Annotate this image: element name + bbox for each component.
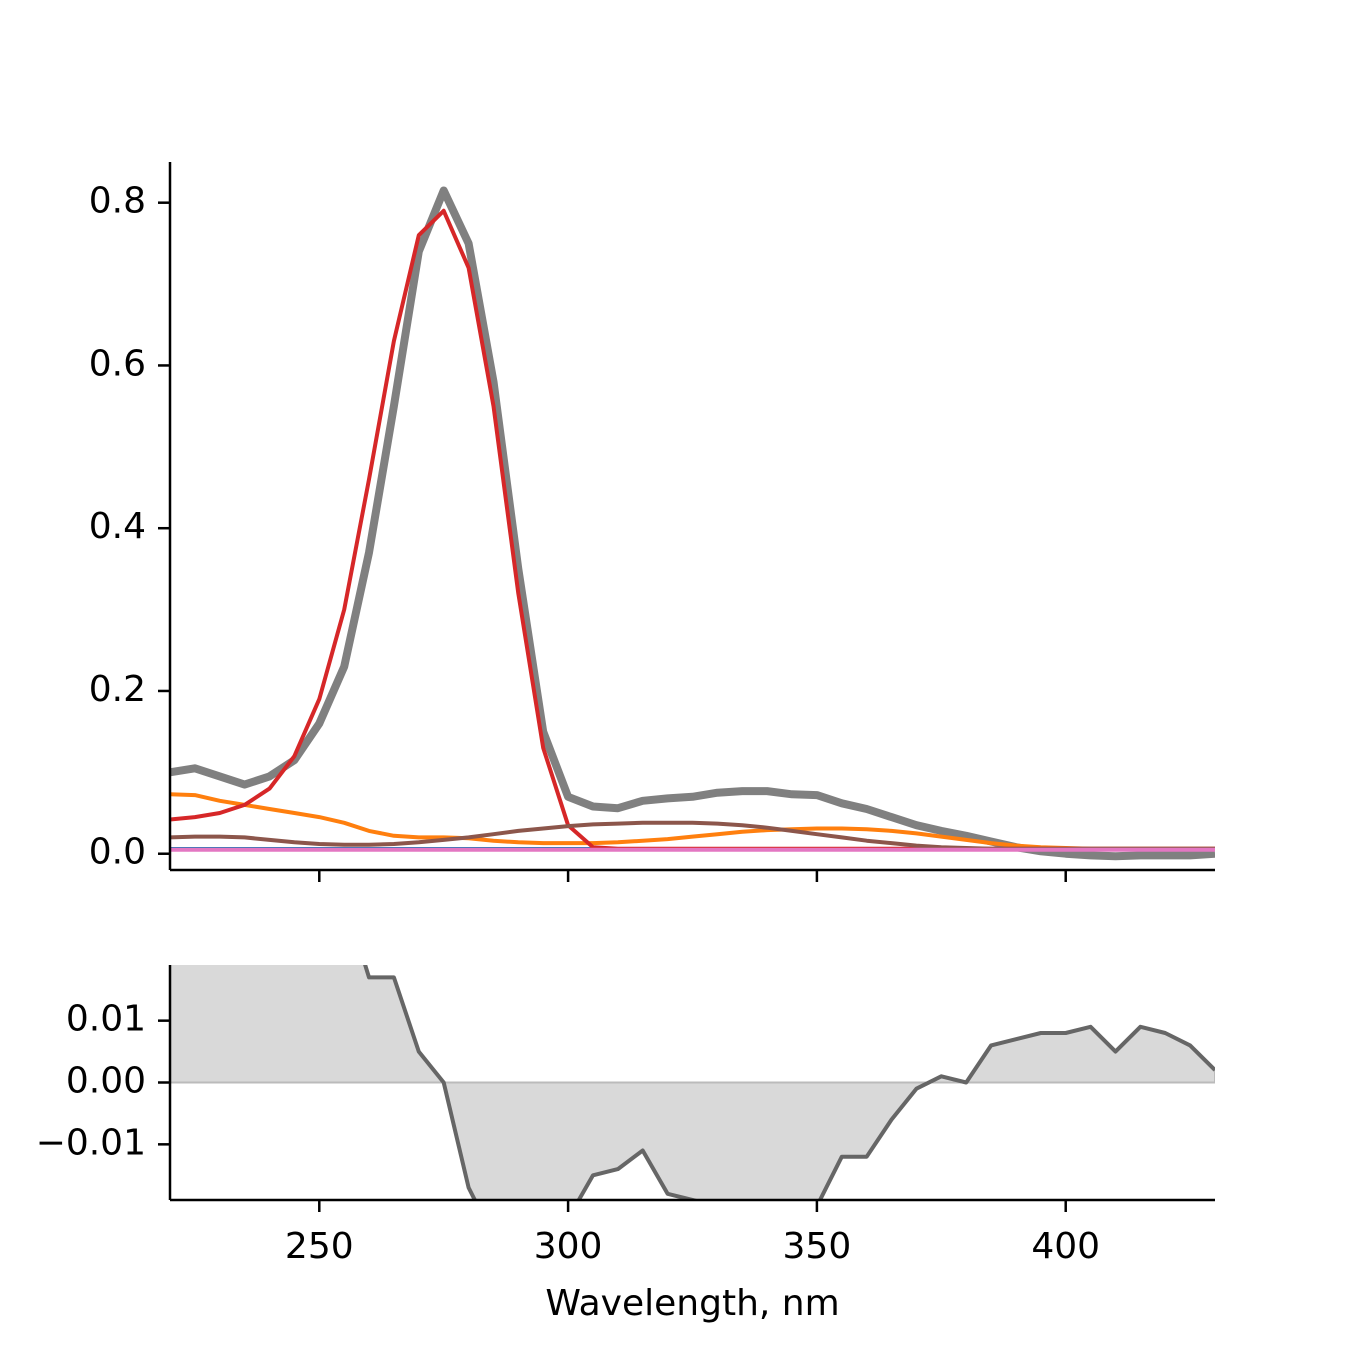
y-tick-label: 0.2: [89, 669, 146, 710]
y-tick-label: 0.6: [89, 343, 146, 384]
residual-line: [363, 965, 1215, 1200]
y-tick-label: 0.8: [89, 181, 146, 222]
x-axis-label: Wavelength, nm: [545, 1283, 839, 1324]
plot-area: [170, 186, 1215, 861]
y-tick-label: 0.4: [89, 506, 146, 547]
y-tick-label: 0.0: [89, 832, 146, 873]
y-tick-label: −0.01: [36, 1122, 146, 1163]
x-tick-label: 250: [285, 1226, 354, 1267]
data-line: [170, 208, 1215, 851]
residual-fill: [170, 965, 1215, 1200]
data-line: [170, 186, 1215, 861]
x-tick-label: 400: [1031, 1226, 1100, 1267]
x-tick-label: 300: [534, 1226, 603, 1267]
y-tick-label: 0.00: [66, 1061, 146, 1102]
plot-area: [170, 965, 1215, 1200]
y-tick-label: 0.01: [66, 999, 146, 1040]
x-tick-label: 350: [783, 1226, 852, 1267]
